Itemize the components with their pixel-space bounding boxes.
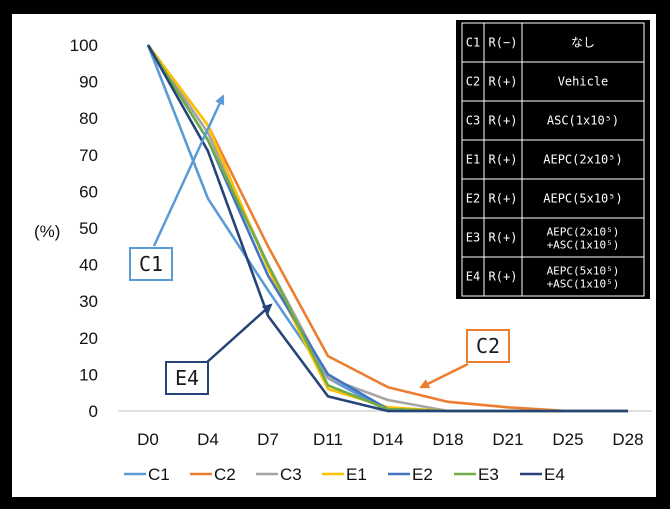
- y-tick-label: 50: [79, 219, 98, 238]
- table-cell-text: R(−): [489, 36, 518, 50]
- chart-frame: 0 10 20 30 40 50 60 70 80 90 100 D0 D4 D7 D11 D14 D18 D2…: [12, 14, 656, 497]
- condition-table: [456, 20, 650, 299]
- legend-label-c3: C3: [280, 465, 302, 484]
- table-cell-text: +ASC(1x10⁵): [547, 239, 620, 252]
- x-tick-label: D0: [137, 430, 159, 449]
- table-cell-text: C2: [466, 75, 480, 89]
- x-tick-label: D21: [492, 430, 523, 449]
- table-cell-text: Vehicle: [558, 75, 609, 89]
- legend-label-e3: E3: [478, 465, 499, 484]
- table-cell-text: AEPC(5x10⁵): [547, 265, 620, 278]
- y-tick-label: 20: [79, 329, 98, 348]
- legend-label-c1: C1: [148, 465, 170, 484]
- table-cell-text: R(+): [489, 270, 518, 284]
- table-cell-border: [521, 256, 645, 297]
- table-cell-text: E2: [466, 192, 480, 206]
- x-tick-label: D28: [612, 430, 643, 449]
- table-cell-text: AEPC(2x10⁵): [547, 226, 620, 239]
- x-tick-label: D14: [372, 430, 403, 449]
- callout-box-c1: [129, 247, 173, 281]
- y-tick-label: 10: [79, 365, 98, 384]
- table-cell-text: R(+): [489, 192, 518, 206]
- table-cell-text: なし: [571, 36, 595, 50]
- callout-box-e4: [165, 361, 209, 395]
- table-cell-text: R(+): [489, 114, 518, 128]
- table-cell-text: ASC(1x10⁵): [547, 114, 619, 128]
- table-cell-text: AEPC(5x10⁵): [543, 192, 622, 206]
- y-tick-label: 40: [79, 256, 98, 275]
- y-axis-label: (%): [34, 222, 60, 241]
- legend-label-e1: E1: [346, 465, 367, 484]
- table-cell-text: AEPC(2x10⁵): [543, 153, 622, 167]
- x-tick-label: D25: [552, 430, 583, 449]
- x-tick-label: D7: [257, 430, 279, 449]
- y-tick-label: 100: [70, 36, 98, 55]
- callout-label-c1: C1: [139, 252, 163, 276]
- y-tick-label: 70: [79, 146, 98, 165]
- callout-arrow-c1: [152, 94, 225, 247]
- y-tick-label: 80: [79, 109, 98, 128]
- line-chart: 0 10 20 30 40 50 60 70 80 90 100 D0 D4 D7 D11 D14 D18 D2…: [34, 20, 652, 484]
- table-cell-text: E4: [466, 270, 480, 284]
- callout-arrow-e4: [204, 303, 273, 365]
- legend-label-e4: E4: [544, 465, 565, 484]
- series-line-e4: [146, 44, 628, 413]
- table-cell-text: C1: [466, 36, 480, 50]
- table-cell-text: R(+): [489, 231, 518, 245]
- table-cell-text: E1: [466, 153, 480, 167]
- x-tick-label: D18: [432, 430, 463, 449]
- legend-label-e2: E2: [412, 465, 433, 484]
- table-cell-text: R(+): [489, 75, 518, 89]
- legend-label-c2: C2: [214, 465, 236, 484]
- x-tick-label: D11: [313, 430, 343, 449]
- table-cell-text: R(+): [489, 153, 518, 167]
- callout-arrow-c2: [419, 362, 469, 389]
- callout-label-c2: C2: [476, 334, 500, 358]
- y-tick-label: 30: [79, 292, 98, 311]
- table-cell-text: E3: [466, 231, 480, 245]
- table-cell-text: C3: [466, 114, 480, 128]
- table-cell-text: +ASC(1x10⁵): [547, 278, 620, 291]
- y-tick-label: 60: [79, 182, 98, 201]
- y-tick-label: 90: [79, 73, 98, 92]
- callout-box-c2: [466, 329, 510, 363]
- callout-label-e4: E4: [175, 366, 199, 390]
- y-tick-label: 0: [89, 402, 98, 421]
- x-tick-label: D4: [197, 430, 219, 449]
